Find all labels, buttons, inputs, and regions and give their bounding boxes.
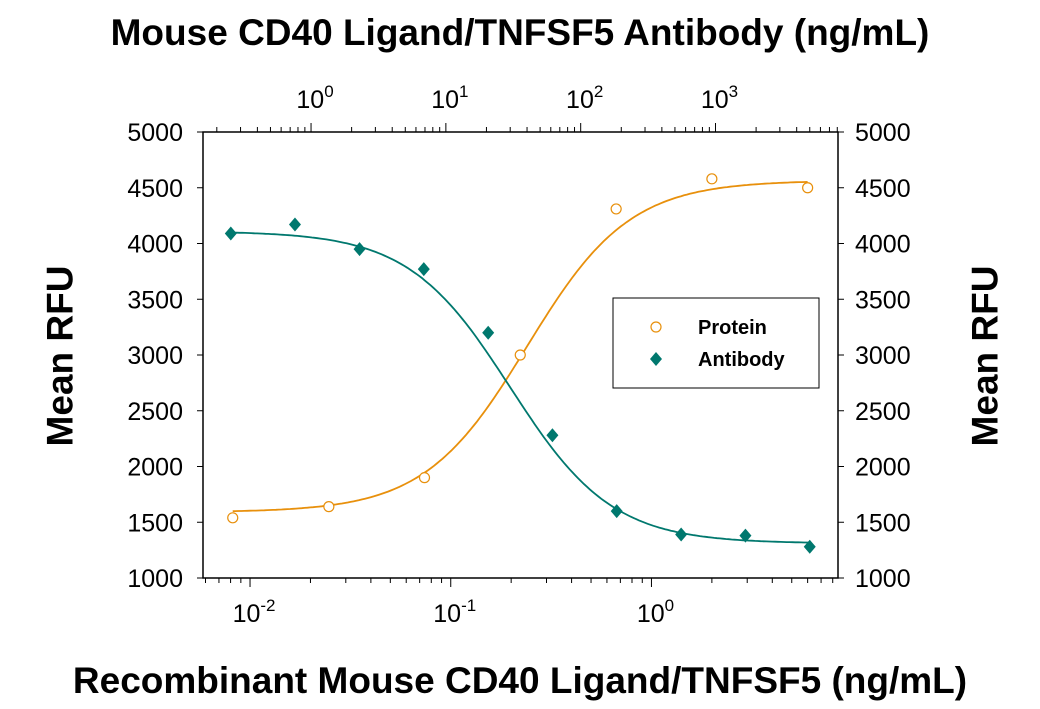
y-tick-label-left: 3500 [127, 286, 183, 314]
data-point-antibody [546, 428, 559, 443]
bottom-axis-title: Recombinant Mouse CD40 Ligand/TNFSF5 (ng… [72, 660, 968, 701]
legend-marker-antibody [650, 352, 662, 366]
y-tick-label-left: 1500 [127, 509, 183, 537]
legend-box [612, 297, 820, 389]
x2-tick-label: 100 [296, 82, 333, 114]
x-tick-label: 100 [637, 596, 674, 628]
x-tick-label: 10-1 [433, 596, 476, 628]
y-tick-label-right: 1000 [855, 565, 911, 593]
y-tick-label-left: 1000 [127, 565, 183, 593]
y-tick-label-left: 4500 [127, 175, 183, 203]
x2-tick-label: 103 [701, 82, 738, 114]
data-point-protein [323, 501, 335, 513]
data-point-antibody [803, 539, 816, 554]
data-point-protein [514, 349, 526, 361]
y-tick-label-right: 4500 [855, 175, 911, 203]
data-point-antibody [610, 504, 623, 519]
y-tick-label-right: 1500 [855, 509, 911, 537]
x2-tick-label: 101 [431, 82, 468, 114]
fit-curve-antibody [230, 231, 810, 544]
y-tick-label-left: 4000 [127, 231, 183, 259]
data-point-antibody [224, 226, 237, 241]
data-point-antibody [353, 242, 366, 257]
y-tick-label-right: 3500 [855, 286, 911, 314]
data-point-protein [227, 512, 239, 524]
y-tick-label-left: 2000 [127, 454, 183, 482]
data-point-antibody [288, 217, 301, 232]
data-point-protein [802, 182, 814, 194]
data-point-antibody [482, 325, 495, 340]
data-point-protein [610, 203, 622, 215]
data-point-protein [706, 173, 718, 185]
y-tick-label-right: 2500 [855, 398, 911, 426]
x-tick-label: 10-2 [233, 596, 276, 628]
y-tick-label-right: 4000 [855, 231, 911, 259]
top-axis-title: Mouse CD40 Ligand/TNFSF5 Antibody (ng/mL… [110, 12, 930, 53]
data-point-protein [418, 472, 431, 484]
legend-label-protein: Protein [698, 317, 767, 339]
data-point-antibody [417, 262, 430, 277]
y-tick-label-left: 5000 [127, 119, 183, 147]
y-tick-label-right: 2000 [855, 454, 911, 482]
legend: Protein Antibody [612, 297, 820, 389]
y-tick-label-right: 3000 [855, 342, 911, 370]
y-tick-label-right: 5000 [855, 119, 911, 147]
x2-tick-label: 102 [566, 82, 603, 114]
y-tick-label-left: 2500 [127, 398, 183, 426]
y-tick-label-left: 3000 [127, 342, 183, 370]
legend-label-antibody: Antibody [698, 349, 786, 371]
data-point-antibody [675, 527, 688, 542]
legend-marker-protein [650, 321, 662, 333]
data-point-antibody [739, 528, 752, 543]
